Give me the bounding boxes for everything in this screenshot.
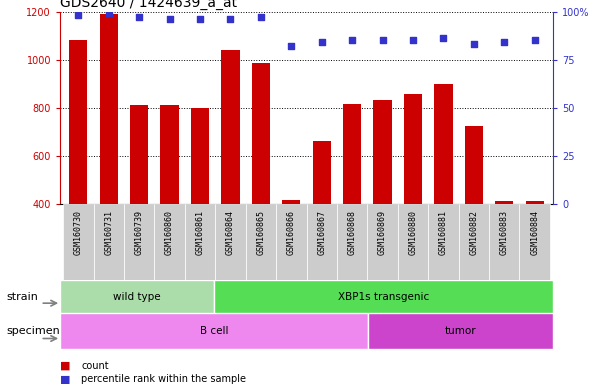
Bar: [94, 204, 124, 280]
Point: [530, 37, 540, 43]
Text: GSM160880: GSM160880: [409, 210, 418, 255]
Point: [165, 16, 174, 22]
Bar: [185, 204, 215, 280]
Text: tumor: tumor: [445, 326, 477, 336]
Bar: [130, 105, 148, 204]
Bar: [69, 40, 88, 204]
Bar: [276, 204, 307, 280]
Text: XBP1s transgenic: XBP1s transgenic: [338, 291, 429, 302]
Bar: [398, 204, 428, 280]
Point: [347, 37, 357, 43]
Text: GSM160883: GSM160883: [500, 210, 508, 255]
Bar: [307, 204, 337, 280]
Text: B cell: B cell: [200, 326, 228, 336]
Point: [287, 43, 296, 49]
Point: [195, 16, 205, 22]
Text: GSM160860: GSM160860: [165, 210, 174, 255]
Bar: [525, 201, 544, 204]
Point: [408, 37, 418, 43]
Text: GDS2640 / 1424639_a_at: GDS2640 / 1424639_a_at: [60, 0, 237, 10]
Text: ■: ■: [60, 374, 70, 384]
Bar: [465, 126, 483, 204]
Text: GSM160731: GSM160731: [105, 210, 113, 255]
Text: GSM160730: GSM160730: [74, 210, 83, 255]
Text: GSM160884: GSM160884: [530, 210, 539, 255]
Bar: [215, 204, 246, 280]
Bar: [404, 94, 422, 204]
Text: GSM160882: GSM160882: [469, 210, 478, 255]
Bar: [428, 204, 459, 280]
Text: percentile rank within the sample: percentile rank within the sample: [81, 374, 246, 384]
Text: GSM160861: GSM160861: [195, 210, 204, 255]
Text: strain: strain: [6, 291, 38, 302]
Point: [439, 35, 448, 41]
Bar: [124, 204, 154, 280]
Text: GSM160864: GSM160864: [226, 210, 235, 255]
Bar: [60, 280, 214, 313]
Bar: [519, 204, 550, 280]
Bar: [60, 313, 368, 349]
Bar: [100, 14, 118, 204]
Bar: [221, 50, 240, 204]
Text: GSM160865: GSM160865: [257, 210, 266, 255]
Bar: [343, 104, 361, 204]
Text: wild type: wild type: [114, 291, 161, 302]
Bar: [160, 105, 178, 204]
Bar: [154, 204, 185, 280]
Point: [135, 14, 144, 20]
Text: specimen: specimen: [6, 326, 59, 336]
Bar: [489, 204, 519, 280]
Bar: [368, 313, 553, 349]
Text: GSM160868: GSM160868: [347, 210, 356, 255]
Point: [104, 10, 114, 17]
Point: [73, 12, 83, 18]
Text: count: count: [81, 361, 109, 371]
Point: [469, 41, 478, 47]
Bar: [313, 141, 331, 204]
Point: [499, 39, 509, 45]
Bar: [459, 204, 489, 280]
Point: [317, 39, 326, 45]
Text: ■: ■: [60, 361, 70, 371]
Text: GSM160866: GSM160866: [287, 210, 296, 255]
Text: GSM160881: GSM160881: [439, 210, 448, 255]
Text: GSM160869: GSM160869: [378, 210, 387, 255]
Bar: [495, 201, 513, 204]
Bar: [337, 204, 367, 280]
Bar: [214, 280, 553, 313]
Bar: [435, 84, 453, 204]
Bar: [191, 108, 209, 204]
Text: GSM160739: GSM160739: [135, 210, 144, 255]
Point: [256, 14, 266, 20]
Bar: [252, 63, 270, 204]
Bar: [282, 200, 300, 204]
Text: GSM160867: GSM160867: [317, 210, 326, 255]
Bar: [367, 204, 398, 280]
Point: [225, 16, 235, 22]
Bar: [246, 204, 276, 280]
Bar: [373, 100, 392, 204]
Bar: [63, 204, 94, 280]
Point: [378, 37, 388, 43]
